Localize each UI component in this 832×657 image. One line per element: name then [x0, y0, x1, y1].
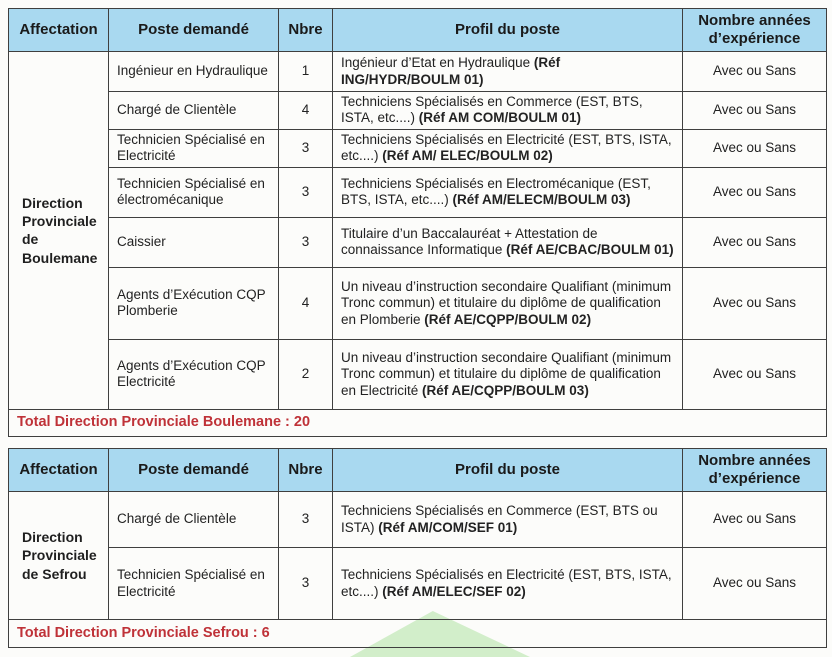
column-header-profil: Profil du poste	[332, 8, 683, 52]
profil-ref: (Réf AE/CBAC/BOULM 01)	[506, 242, 674, 258]
nbre-cell: 3	[278, 216, 333, 268]
column-header-experience: Nombre années d’expérience	[682, 448, 827, 492]
table-row: Technicien Spécialisé en Electricité 3 T…	[9, 128, 827, 168]
profil-cell: Techniciens Spécialisés en Commerce (EST…	[332, 491, 683, 548]
total-label: Total Direction Provinciale Sefrou : 6	[8, 619, 827, 648]
experience-cell: Avec ou Sans	[682, 91, 827, 130]
table-boulemane: Affectation Poste demandé Nbre Profil du…	[8, 8, 827, 437]
header-row: Affectation Poste demandé Nbre Profil du…	[8, 448, 827, 492]
profil-ref: (Réf AM/COM/SEF 01)	[378, 519, 518, 535]
profil-ref: (Réf AE/CQPP/BOULM 03)	[422, 382, 589, 398]
affectation-cell: Direction Provinciale de Sefrou	[8, 491, 109, 620]
affectation-cell: Direction Provinciale de Boulemane	[8, 51, 109, 410]
column-header-nbre: Nbre	[278, 8, 333, 52]
total-row: Total Direction Provinciale Sefrou : 6	[8, 619, 827, 648]
table-row: Chargé de Clientèle 4 Techniciens Spécia…	[9, 91, 827, 130]
table-row: Direction Provinciale de Sefrou Chargé d…	[8, 491, 827, 620]
profil-ref: (Réf ING/HYDR/BOULM 01)	[341, 55, 561, 87]
table-row: Agents d’Exécution CQP Plomberie 4 Un ni…	[9, 266, 827, 340]
nbre-cell: 2	[278, 338, 333, 410]
profil-cell: Un niveau d’instruction secondaire Quali…	[332, 338, 683, 410]
nbre-cell: 4	[278, 266, 333, 340]
column-header-poste: Poste demandé	[108, 448, 279, 492]
experience-cell: Avec ou Sans	[682, 491, 827, 548]
nbre-cell: 3	[278, 128, 333, 168]
poste-cell: Technicien Spécialisé en électromécaniqu…	[108, 166, 279, 218]
experience-cell: Avec ou Sans	[682, 128, 827, 168]
profil-ref: (Réf AM COM/BOULM 01)	[418, 110, 582, 126]
experience-cell: Avec ou Sans	[682, 216, 827, 268]
poste-cell: Ingénieur en Hydraulique	[108, 51, 279, 92]
experience-cell: Avec ou Sans	[682, 51, 827, 92]
header-row: Affectation Poste demandé Nbre Profil du…	[8, 8, 827, 52]
profil-ref: (Réf AE/CQPP/BOULM 02)	[424, 311, 592, 327]
total-label: Total Direction Provinciale Boulemane : …	[8, 408, 827, 437]
profil-text: Techniciens Spécialisés en Commerce (EST…	[341, 503, 658, 535]
table-sefrou: Affectation Poste demandé Nbre Profil du…	[8, 448, 827, 648]
profil-text: Techniciens Spécialisés en Electromécani…	[341, 175, 651, 208]
profil-cell: Techniciens Spécialisés en Commerce (EST…	[332, 91, 683, 130]
poste-cell: Chargé de Clientèle	[108, 91, 279, 130]
column-header-nbre: Nbre	[278, 448, 333, 492]
profil-cell: Techniciens Spécialisés en Electricité (…	[332, 128, 683, 168]
nbre-cell: 3	[278, 491, 333, 548]
table-row: Direction Provinciale de Boulemane Ingén…	[8, 51, 827, 410]
poste-cell: Agents d’Exécution CQP Electricité	[108, 338, 279, 410]
table-row: Technicien Spécialisé en électromécaniqu…	[9, 166, 827, 218]
profil-cell: Un niveau d’instruction secondaire Quali…	[332, 266, 683, 340]
nbre-cell: 1	[278, 51, 333, 92]
profil-text: Techniciens Spécialisés en Electricité (…	[341, 567, 672, 599]
nbre-cell: 4	[278, 91, 333, 130]
nbre-cell: 3	[278, 547, 333, 620]
poste-cell: Technicien Spécialisé en Electricité	[108, 128, 279, 168]
total-row: Total Direction Provinciale Boulemane : …	[8, 408, 827, 437]
poste-cell: Chargé de Clientèle	[108, 491, 279, 548]
experience-cell: Avec ou Sans	[682, 166, 827, 218]
profil-ref: (Réf AM/ELEC/SEF 02)	[382, 583, 526, 599]
poste-cell: Technicien Spécialisé en Electricité	[108, 547, 279, 620]
profil-ref: (Réf AM/ ELEC/BOULM 02)	[382, 148, 553, 164]
column-header-experience: Nombre années d’expérience	[682, 8, 827, 52]
table-row: Technicien Spécialisé en Electricité 3 T…	[9, 547, 827, 620]
profil-text: Titulaire d’un Baccalauréat + Attestatio…	[341, 225, 598, 258]
profil-text: Un niveau d’instruction secondaire Quali…	[341, 278, 672, 327]
column-header-poste: Poste demandé	[108, 8, 279, 52]
nbre-cell: 3	[278, 166, 333, 218]
profil-cell: Techniciens Spécialisés en Electromécani…	[332, 166, 683, 218]
experience-cell: Avec ou Sans	[682, 338, 827, 410]
profil-text: Ingénieur d’Etat en Hydraulique	[341, 55, 534, 71]
profil-text: Techniciens Spécialisés en Electricité (…	[341, 131, 672, 164]
table-row: Caissier 3 Titulaire d’un Baccalauréat +…	[9, 216, 827, 268]
column-header-affectation: Affectation	[8, 448, 109, 492]
column-header-affectation: Affectation	[8, 8, 109, 52]
profil-cell: Ingénieur d’Etat en Hydraulique (Réf ING…	[332, 51, 683, 92]
profil-ref: (Réf AM/ELECM/BOULM 03)	[452, 192, 631, 208]
profil-text: Un niveau d’instruction secondaire Quali…	[341, 349, 672, 398]
table-row: Agents d’Exécution CQP Electricité 2 Un …	[9, 338, 827, 410]
experience-cell: Avec ou Sans	[682, 266, 827, 340]
poste-cell: Agents d’Exécution CQP Plomberie	[108, 266, 279, 340]
profil-text: Techniciens Spécialisés en Commerce (EST…	[341, 94, 643, 126]
column-header-profil: Profil du poste	[332, 448, 683, 492]
experience-cell: Avec ou Sans	[682, 547, 827, 620]
poste-cell: Caissier	[108, 216, 279, 268]
profil-cell: Techniciens Spécialisés en Electricité (…	[332, 547, 683, 620]
profil-cell: Titulaire d’un Baccalauréat + Attestatio…	[332, 216, 683, 268]
